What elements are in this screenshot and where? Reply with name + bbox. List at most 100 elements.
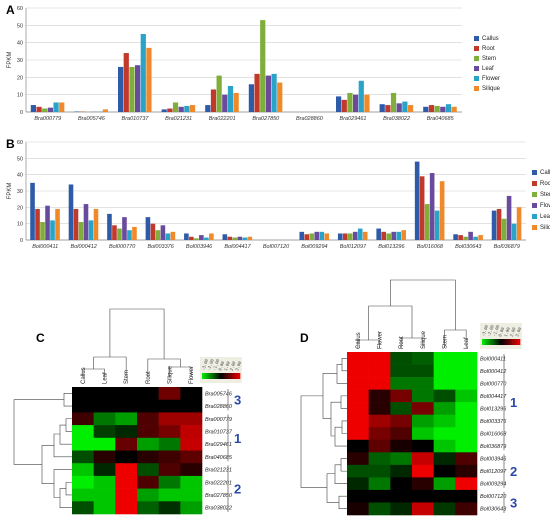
heatmap-cell (72, 463, 94, 477)
x-tick-label: Bol013296 (378, 244, 405, 250)
heatmap-cell (72, 450, 94, 464)
x-tick-label: Bol009294 (301, 244, 327, 250)
heatmap-cell (368, 364, 391, 378)
x-tick-label: Bra040685 (427, 116, 455, 122)
x-tick-label: Bra021231 (165, 116, 192, 122)
bar (127, 230, 132, 240)
legend-swatch (474, 86, 479, 91)
bar (299, 231, 305, 240)
bar (265, 75, 272, 112)
heatmap-cell (368, 464, 391, 478)
bar (53, 102, 59, 112)
heatmap-cell (390, 502, 413, 516)
heatmap-row-label: Bol003946 (480, 457, 507, 463)
heatmap-cell (115, 463, 138, 477)
bar (423, 106, 429, 112)
heatmap-cell (180, 501, 203, 515)
bar (50, 220, 55, 240)
cluster-label: 2 (510, 464, 517, 479)
bar (93, 208, 99, 240)
heatmap-cell (115, 475, 138, 489)
heatmap-cell (93, 475, 116, 489)
bar (204, 237, 209, 240)
bar (178, 106, 184, 112)
bar (347, 92, 353, 112)
cluster-label: 3 (234, 393, 241, 408)
color-scale-step (225, 373, 228, 379)
row-dendrogram (13, 399, 64, 465)
heatmap-cell (390, 364, 413, 378)
heatmap-cell (412, 352, 434, 365)
heatmap-cell (433, 389, 456, 403)
heatmap-cell (347, 452, 369, 466)
color-scale-step (491, 339, 494, 345)
bar (117, 228, 122, 240)
heatmap-cell (412, 489, 434, 503)
x-tick-label: Bol012097 (340, 244, 367, 250)
bar (227, 236, 233, 240)
heatmap-cell (368, 389, 391, 403)
heatmap-cell (368, 414, 391, 428)
y-tick-label: 60 (17, 140, 23, 146)
legend-swatch (532, 181, 537, 186)
bar-chart-B: B 0 10 20 30 40 50 60 FPKM Bol000411 Bol000412 Bol0… (6, 137, 550, 250)
x-tick-label: Bra000779 (34, 116, 61, 122)
bar (496, 208, 502, 240)
legend-label: Stem (482, 56, 496, 62)
bar (35, 208, 40, 240)
bar (424, 204, 430, 240)
heatmap-column-label: Callus (81, 367, 87, 384)
color-scale-label: 2.00 (229, 360, 237, 371)
bar (145, 217, 151, 240)
cluster-label: 2 (234, 482, 241, 497)
x-tick-label: Bol016068 (417, 244, 444, 250)
row-dendrogram (59, 424, 72, 445)
heatmap-cell (158, 387, 181, 400)
row-dendrogram (322, 373, 337, 419)
color-scale-label: -3.00 (480, 324, 489, 338)
heatmap-row-label: Bra000779 (205, 417, 232, 423)
bar (242, 237, 248, 240)
heatmap-cell (390, 377, 413, 390)
heatmap-cell (158, 450, 181, 464)
bar (381, 231, 386, 240)
row-dendrogram (341, 357, 347, 372)
legend-swatch (474, 36, 479, 41)
color-scale-step (206, 373, 209, 379)
heatmap-cell (433, 489, 456, 503)
heatmap-cell (180, 425, 203, 439)
heatmap-cell (347, 439, 369, 453)
bar (391, 231, 396, 240)
heatmap-cell (72, 399, 94, 413)
heatmap-cell (412, 427, 434, 441)
color-scale-step (202, 373, 204, 379)
bar (352, 231, 358, 240)
bar (216, 75, 222, 112)
color-scale-step (228, 373, 231, 379)
bar (146, 47, 152, 112)
bar (189, 105, 196, 112)
color-scale-step (488, 339, 491, 345)
bar (473, 236, 478, 240)
heatmap-cell (180, 488, 203, 502)
bar (232, 237, 238, 240)
bar (150, 223, 156, 240)
heatmap-cell (158, 463, 181, 477)
heatmap-cell (433, 402, 456, 415)
heatmap-cell (455, 427, 478, 441)
bar (390, 92, 397, 112)
bar (74, 111, 80, 112)
heatmap-cell (93, 425, 116, 439)
heatmap-cell (72, 425, 94, 439)
heatmap-cell (93, 501, 116, 515)
heatmap-cell (72, 387, 94, 400)
row-dendrogram (340, 458, 347, 472)
bar (199, 235, 204, 240)
color-scale-step (203, 373, 206, 379)
color-scale-step (232, 373, 234, 379)
heatmap-cell (433, 477, 456, 491)
color-scale-label: 0.00 (497, 326, 505, 337)
bar (222, 94, 228, 112)
bar (194, 238, 199, 240)
color-scale-step (222, 373, 225, 379)
